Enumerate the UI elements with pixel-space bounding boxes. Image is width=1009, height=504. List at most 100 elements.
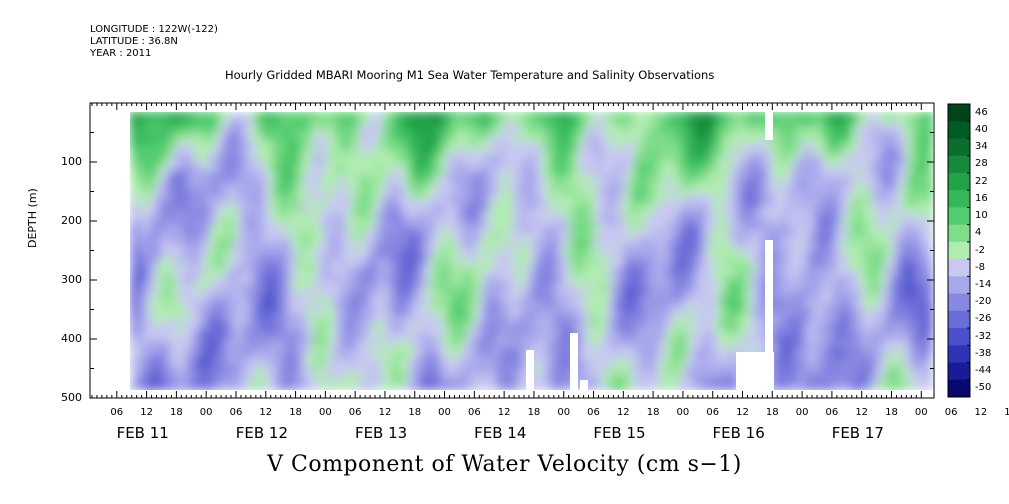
heatmap-cell [279, 149, 286, 157]
heatmap-cell [226, 339, 233, 347]
heatmap-cell [622, 269, 629, 277]
heatmap-cell [718, 130, 725, 138]
heatmap-cell [729, 143, 736, 151]
heatmap-cell [563, 257, 570, 265]
heatmap-cell [408, 225, 415, 233]
heatmap-cell [526, 149, 533, 157]
heatmap-cell [178, 339, 185, 347]
heatmap-cell [253, 130, 260, 138]
heatmap-cell [312, 213, 318, 221]
heatmap-cell [178, 219, 185, 227]
heatmap-cell [440, 232, 447, 239]
heatmap-cell [440, 288, 447, 296]
heatmap-cell [649, 219, 656, 227]
heatmap-cell [247, 112, 254, 119]
heatmap-cell [290, 206, 297, 214]
heatmap-cell [413, 213, 420, 221]
heatmap-cell [188, 288, 195, 296]
heatmap-cell [595, 124, 602, 132]
heatmap-cell [585, 263, 591, 271]
heatmap-cell [156, 307, 163, 315]
heatmap-cell [697, 326, 704, 334]
heatmap-cell [221, 320, 227, 328]
heatmap-cell [676, 326, 682, 334]
heatmap-cell [654, 175, 661, 183]
heatmap-cell [531, 118, 538, 126]
heatmap-cell [456, 112, 463, 119]
heatmap-cell [295, 364, 302, 372]
heatmap-cell [376, 149, 383, 157]
heatmap-cell [172, 112, 179, 119]
heatmap-cell [376, 364, 383, 372]
heatmap-cell [526, 320, 533, 328]
heatmap-cell [204, 295, 211, 303]
heatmap-cell [194, 181, 201, 189]
heatmap-cell [370, 168, 377, 176]
heatmap-cell [344, 181, 351, 189]
heatmap-cell [242, 162, 249, 170]
heatmap-cell [397, 288, 404, 296]
heatmap-cell [440, 156, 447, 164]
heatmap-cell [253, 124, 260, 132]
heatmap-cell [681, 276, 688, 284]
heatmap-cell [483, 371, 490, 378]
heatmap-cell [386, 377, 393, 385]
heatmap-cell [665, 352, 672, 360]
heatmap-cell [568, 244, 575, 252]
heatmap-cell [451, 194, 458, 202]
heatmap-cell [285, 118, 292, 126]
heatmap-cell [708, 162, 715, 170]
heatmap-cell [413, 124, 420, 132]
heatmap-cell [194, 263, 201, 271]
heatmap-cell [483, 314, 490, 322]
heatmap-cell [515, 251, 522, 258]
heatmap-cell [397, 194, 404, 202]
heatmap-cell [622, 326, 629, 334]
heatmap-cell [167, 124, 174, 132]
heatmap-cell [531, 263, 538, 271]
year-label: YEAR : 2011 [90, 48, 152, 59]
heatmap-cell [494, 206, 500, 214]
heatmap-cell [558, 137, 565, 145]
heatmap-cell [461, 307, 468, 315]
heatmap-cell [146, 143, 153, 151]
heatmap-cell [360, 200, 367, 208]
heatmap-cell [156, 168, 163, 176]
heatmap-cell [269, 333, 276, 341]
heatmap-cell [499, 326, 506, 334]
heatmap-cell [333, 301, 340, 309]
heatmap-cell [601, 149, 608, 157]
heatmap-cell [654, 225, 661, 233]
heatmap-cell [633, 168, 640, 176]
heatmap-cell [451, 118, 458, 126]
heatmap-cell [477, 371, 484, 378]
heatmap-cell [392, 288, 399, 296]
heatmap-cell [547, 377, 554, 385]
heatmap-cell [397, 371, 404, 378]
heatmap-cell [140, 181, 147, 189]
heatmap-cell [504, 257, 511, 265]
heatmap-cell [697, 168, 704, 176]
heatmap-cell [221, 175, 227, 183]
heatmap-cell [231, 282, 238, 290]
heatmap-cell [188, 238, 195, 246]
heatmap-cell [424, 251, 431, 258]
heatmap-cell [381, 377, 388, 385]
heatmap-cell [590, 232, 597, 239]
heatmap-cell [204, 187, 211, 195]
heatmap-cell [381, 149, 388, 157]
heatmap-cell [611, 244, 618, 252]
heatmap-cell [167, 162, 174, 170]
heatmap-cell [718, 238, 725, 246]
heatmap-cell [317, 118, 324, 126]
heatmap-cell [724, 156, 731, 164]
heatmap-cell [178, 333, 185, 341]
heatmap-cell [306, 288, 313, 296]
heatmap-cell [659, 194, 666, 202]
heatmap-cell [558, 130, 565, 138]
heatmap-cell [151, 364, 158, 372]
heatmap-cell [627, 383, 634, 390]
heatmap-cell [247, 175, 254, 183]
heatmap-cell [419, 112, 426, 119]
heatmap-cell [563, 232, 570, 239]
